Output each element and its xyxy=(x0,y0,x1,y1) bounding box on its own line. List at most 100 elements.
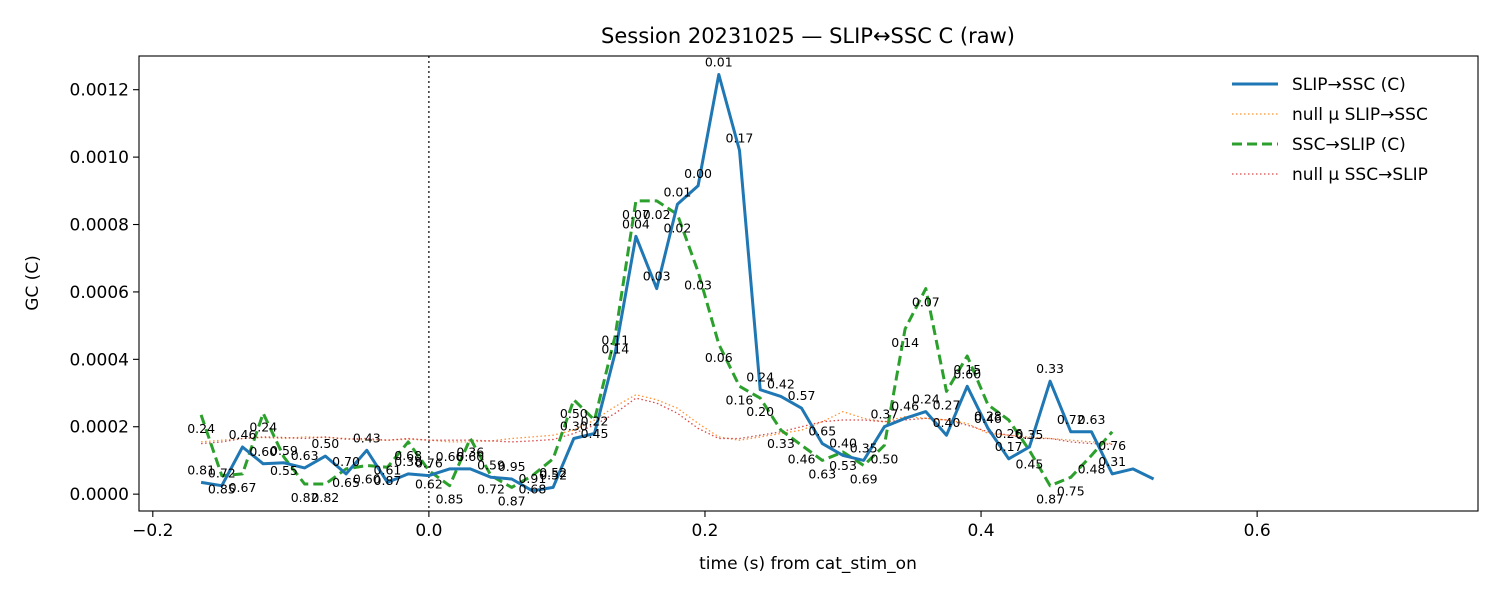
pvalue-label: 0.31 xyxy=(1098,454,1126,469)
pvalue-label: 0.06 xyxy=(705,350,733,365)
x-tick-label: 0.0 xyxy=(415,521,442,541)
legend-label-3: null μ SSC→SLIP xyxy=(1292,165,1428,185)
plot-area xyxy=(138,55,1479,512)
pvalue-label: 0.36 xyxy=(456,445,484,460)
y-tick-label: 0.0012 xyxy=(70,81,129,101)
pvalue-label: 0.91 xyxy=(518,471,546,486)
pvalue-label: 0.87 xyxy=(374,473,402,488)
pvalue-label: 0.85 xyxy=(208,482,236,497)
pvalue-label: 0.37 xyxy=(871,407,899,422)
pvalue-label: 0.15 xyxy=(953,362,981,377)
y-axis: 0.0000 0.0002 0.0004 0.0006 0.0008 0.0010 0.00… xyxy=(70,81,139,505)
pvalue-label: 0.22 xyxy=(581,413,609,428)
pvalue-label: 0.52 xyxy=(539,467,567,482)
y-tick-label: 0.0000 xyxy=(70,485,129,505)
pvalue-label: 0.52 xyxy=(539,465,567,480)
pvalue-label: 0.57 xyxy=(788,388,816,403)
pvalue-label: 0.42 xyxy=(767,376,795,391)
pvalue-label: 0.24 xyxy=(746,370,774,385)
pvalue-label: 0.53 xyxy=(829,458,857,473)
pvalue-label: 0.46 xyxy=(974,411,1002,426)
pvalue-label: 0.85 xyxy=(436,492,464,507)
x-axis-label: time (s) from cat_stim_on xyxy=(699,554,917,574)
pvalue-label: 0.60 xyxy=(353,472,381,487)
y-tick-label: 0.0004 xyxy=(70,350,129,370)
legend-label-1: null μ SLIP→SSC xyxy=(1292,105,1428,125)
pvalue-label: 0.66 xyxy=(436,449,464,464)
pvalue-label: 0.24 xyxy=(912,392,940,407)
pvalue-label: 0.72 xyxy=(477,482,505,497)
y-tick-label: 0.0006 xyxy=(70,283,129,303)
x-axis: −0.2 0.0 0.2 0.4 0.6 xyxy=(132,511,1271,541)
pvalue-label: 0.24 xyxy=(187,421,215,436)
pvalue-label: 0.38 xyxy=(394,454,422,469)
pvalue-label: 0.11 xyxy=(601,333,629,348)
pvalue-label: 0.14 xyxy=(601,342,629,357)
pvalue-label: 0.33 xyxy=(1036,361,1064,376)
chart-title: Session 20231025 — SLIP↔SSC C (raw) xyxy=(601,24,1015,48)
pvalue-label: 0.70 xyxy=(332,454,360,469)
pvalue-label: 0.48 xyxy=(1078,461,1106,476)
pvalue-label: 0.28 xyxy=(974,408,1002,423)
series-line-0 xyxy=(200,73,1155,493)
y-tick-label: 0.0008 xyxy=(70,216,129,236)
y-tick-label: 0.0002 xyxy=(70,418,129,438)
pvalue-label: 0.03 xyxy=(643,269,671,284)
pvalue-label: 0.46 xyxy=(788,451,816,466)
series-line-3 xyxy=(201,397,1113,445)
pvalue-label: 0.26 xyxy=(995,426,1023,441)
series-line-2 xyxy=(199,199,1114,489)
pvalue-label: 0.87 xyxy=(1036,492,1064,507)
pvalue-label: 0.40 xyxy=(933,415,961,430)
pvalue-label: 0.17 xyxy=(995,439,1023,454)
pvalue-label: 0.40 xyxy=(829,435,857,450)
x-tick-label: 0.2 xyxy=(691,521,718,541)
pvalue-label: 0.35 xyxy=(1015,427,1043,442)
x-tick-label: 0.4 xyxy=(968,521,995,541)
pvalue-label: 0.04 xyxy=(622,216,650,231)
pvalue-label: 0.00 xyxy=(684,166,712,181)
x-tick-label: −0.2 xyxy=(132,521,173,541)
y-tick-label: 0.0010 xyxy=(70,148,129,168)
x-tick-label: 0.6 xyxy=(1244,521,1271,541)
pvalue-label: 0.63 xyxy=(808,466,836,481)
pvalue-label: 0.60 xyxy=(456,449,484,464)
pvalue-label: 0.63 xyxy=(291,448,319,463)
pvalue-label: 0.45 xyxy=(1015,456,1043,471)
pvalue-label: 0.95 xyxy=(498,459,526,474)
pvalue-label: 0.60 xyxy=(249,444,277,459)
pvalue-label: 0.67 xyxy=(229,480,257,495)
pvalue-label: 0.33 xyxy=(767,436,795,451)
pvalue-label: 0.61 xyxy=(374,462,402,477)
pvalue-label: 0.07 xyxy=(622,207,650,222)
pvalue-label: 0.02 xyxy=(643,207,671,222)
pvalue-label: 0.17 xyxy=(726,130,754,145)
pvalue-label: 0.60 xyxy=(953,366,981,381)
pvalue-label: 0.82 xyxy=(311,490,339,505)
legend: SLIP→SSC (C) null μ SLIP→SSC SSC→SLIP (C) n… xyxy=(1232,75,1428,185)
y-axis-label: GC (C) xyxy=(23,255,43,311)
pvalue-label: 0.68 xyxy=(394,448,422,463)
pvalue-label: 0.81 xyxy=(187,462,215,477)
pvalue-label: 0.72 xyxy=(208,466,236,481)
pvalue-label: 0.07 xyxy=(912,295,940,310)
pvalue-label: 0.65 xyxy=(808,424,836,439)
pvalue-label: 0.63 xyxy=(1078,412,1106,427)
pvalue-label: 0.46 xyxy=(891,398,919,413)
series-layer xyxy=(199,73,1155,493)
pvalue-label: 0.62 xyxy=(415,477,443,492)
pvalue-label: 0.82 xyxy=(291,490,319,505)
pvalue-label: 0.69 xyxy=(850,472,878,487)
pvalue-label: 0.65 xyxy=(332,475,360,490)
pvalue-label: 0.35 xyxy=(850,440,878,455)
legend-label-2: SSC→SLIP (C) xyxy=(1292,135,1406,155)
pvalue-label: 0.01 xyxy=(663,184,691,199)
pvalue-label: 0.75 xyxy=(1057,483,1085,498)
pvalue-label: 0.87 xyxy=(498,493,526,508)
legend-label-0: SLIP→SSC (C) xyxy=(1292,75,1406,95)
pvalue-label: 0.27 xyxy=(933,397,961,412)
pvalue-label: 0.01 xyxy=(705,55,733,70)
pvalue-label: 0.20 xyxy=(746,404,774,419)
pvalue-label: 0.46 xyxy=(229,427,257,442)
